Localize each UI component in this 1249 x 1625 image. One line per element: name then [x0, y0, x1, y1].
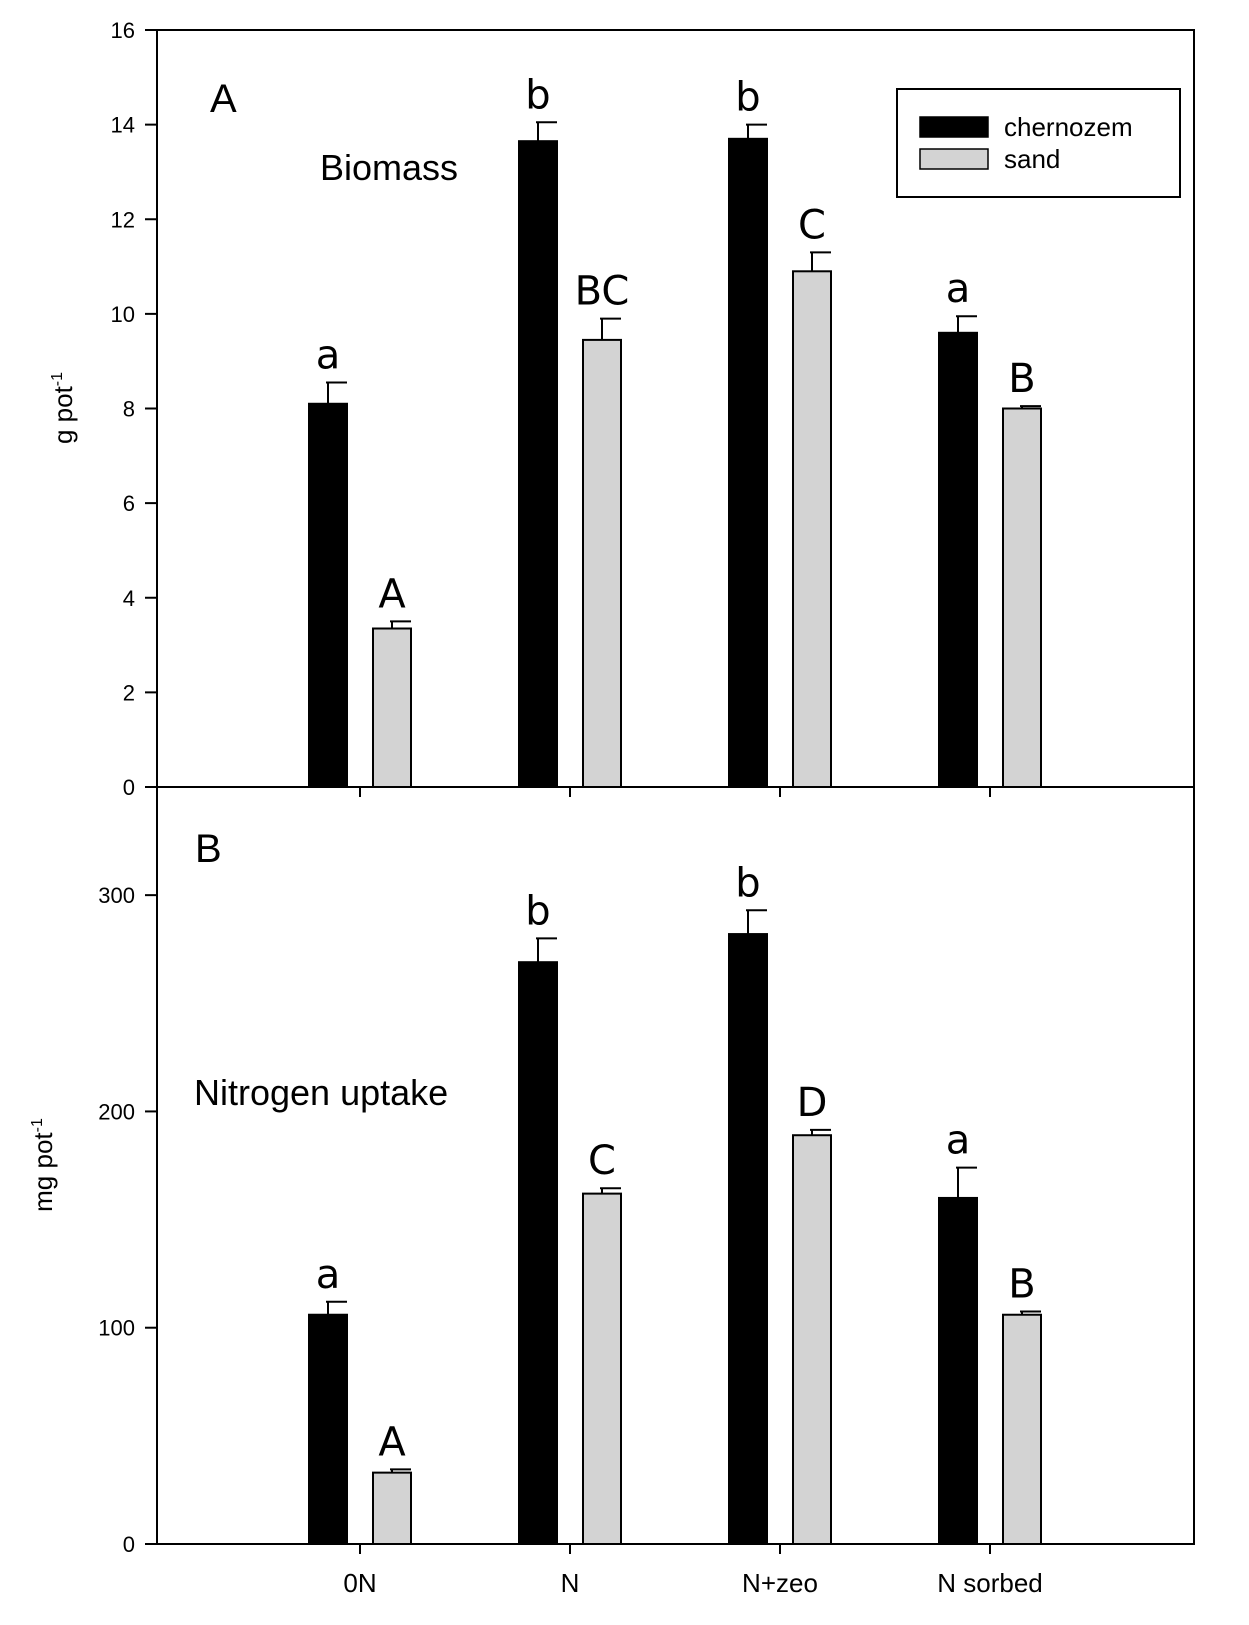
panel-a-ylabel: g pot-1 [48, 372, 78, 444]
panel-b-ytick-label: 300 [98, 883, 135, 908]
panel-b-letter: B [195, 827, 222, 871]
legend-label-chernozem: chernozem [1004, 112, 1133, 142]
legend-label-sand: sand [1004, 144, 1060, 174]
panel-b-sig-letter: b [525, 888, 550, 934]
category-label: N sorbed [937, 1568, 1043, 1598]
panel-b-sig-letter: D [797, 1080, 828, 1126]
panel-a-sig-letter: b [735, 75, 760, 121]
panel-a-sig-letter: C [798, 202, 826, 248]
panel-b-bar-sand [372, 1471, 412, 1546]
panel-b-ylabel: mg pot-1 [28, 1118, 58, 1212]
panel-a-ytick-label: 14 [111, 113, 135, 138]
category-label: N [561, 1568, 580, 1598]
panel-a-sig-letter: b [525, 72, 550, 118]
legend-swatch-chernozem [919, 116, 989, 138]
panel-a-ytick-label: 10 [111, 302, 135, 327]
panel-a-ytick-label: 8 [123, 397, 135, 422]
legend-box [896, 88, 1181, 198]
panel-a-sig-letter: a [946, 266, 971, 312]
panel-a-sig-letter: a [316, 332, 341, 378]
panel-b-sig-letter: B [1008, 1261, 1035, 1307]
panel-a-bar-chernozem [938, 331, 978, 788]
panel-a-ytick-label: 16 [111, 18, 135, 43]
panel-a-sig-letter: BC [575, 269, 630, 315]
panel-a-bar-sand [372, 627, 412, 788]
panel-a-ytick-label: 6 [123, 491, 135, 516]
panel-b-title: Nitrogen uptake [194, 1072, 448, 1113]
panel-a-bar-sand [582, 338, 622, 788]
panel-b-ytick-label: 100 [98, 1316, 135, 1341]
panel-b-sig-letter: b [735, 860, 760, 906]
panel-a-bar-sand [792, 270, 832, 788]
panel-b-sig-letter: a [946, 1118, 971, 1164]
panel-b-bar-chernozem [518, 961, 558, 1545]
panel-a-bar-sand [1002, 407, 1042, 788]
panel-b-bar-chernozem [308, 1313, 348, 1546]
panel-b-ytick-label: 0 [123, 1532, 135, 1557]
panel-a-ytick-label: 12 [111, 207, 135, 232]
category-label: N+zeo [742, 1568, 818, 1598]
panel-a-sig-letter: A [378, 571, 406, 617]
panel-b-bar-sand [1002, 1313, 1042, 1546]
panel-b-sig-letter: a [316, 1252, 341, 1298]
category-label: 0N [343, 1568, 376, 1598]
panel-b-sig-letter: A [378, 1419, 406, 1465]
panel-b-sig-letter: C [588, 1138, 616, 1184]
panel-a-bar-chernozem [728, 137, 768, 789]
panel-a-bar-chernozem [308, 402, 348, 788]
panel-a-sig-letter: B [1008, 356, 1035, 402]
panel-b-frame [156, 786, 1195, 1545]
panel-b-bar-sand [582, 1192, 622, 1546]
panel-b: 0 100 200 300 a b b a A C D B 0N N N+zeo N sorbed [98, 860, 1042, 1598]
panel-a-letter: A [210, 77, 237, 121]
panel-a-title: Biomass [320, 147, 458, 188]
panel-a: 0 2 4 6 8 10 12 14 16 a b b a A BC C B [111, 18, 1042, 800]
panel-a-ytick-label: 4 [123, 586, 135, 611]
panel-b-bar-chernozem [938, 1196, 978, 1545]
legend: chernozem sand [896, 88, 1181, 198]
panel-b-bar-chernozem [728, 933, 768, 1545]
panel-a-bar-chernozem [518, 140, 558, 788]
panel-b-bar-sand [792, 1134, 832, 1545]
panel-a-ytick-label: 0 [123, 775, 135, 800]
panel-a-ytick-label: 2 [123, 680, 135, 705]
panel-b-ytick-label: 200 [98, 1099, 135, 1124]
legend-swatch-sand [919, 148, 989, 170]
